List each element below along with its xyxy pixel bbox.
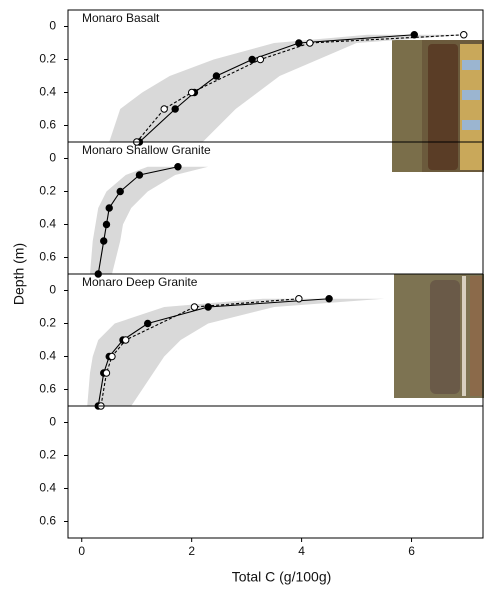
data-point [136,172,142,178]
data-point [103,221,109,227]
panel: 0 0.2 0.4 0.6 0 2 4 6 Total C (g/100g) [39,406,483,585]
photo-deep-granite [394,274,484,398]
y-tick-label: 0.6 [39,382,56,396]
data-point [461,32,467,38]
data-point [188,89,194,95]
data-point [205,304,211,310]
data-point [257,56,263,62]
data-point [191,304,197,310]
data-point [213,73,219,79]
data-point [106,205,112,211]
data-point [103,370,109,376]
y-tick-label: 0.4 [39,217,56,231]
data-point [296,296,302,302]
data-point [145,320,151,326]
y-tick-label: 0.6 [39,514,56,528]
panel-title: Monaro Shallow Granite [82,143,211,157]
chart: 0 0.2 0.4 0.6 Monaro Basalt 0 0.2 0.4 0.6 Depth (… [0,0,484,592]
x-axis-label: Total C (g/100g) [232,569,332,585]
data-point [249,56,255,62]
y-tick-label: 0.4 [39,481,56,495]
data-point [296,40,302,46]
y-tick-label: 0 [49,415,56,429]
data-point [326,296,332,302]
x-tick-label: 0 [78,544,85,558]
y-axis-label: Depth (m) [11,243,27,305]
data-point [109,353,115,359]
data-point [161,106,167,112]
data-point [123,337,129,343]
data-point [175,164,181,170]
data-point [117,188,123,194]
y-tick-label: 0.4 [39,85,56,99]
y-tick-label: 0.4 [39,349,56,363]
panel-title: Monaro Deep Granite [82,275,198,289]
photo-basalt [392,40,484,172]
uncertainty-band [87,299,384,406]
y-tick-label: 0.2 [39,316,56,330]
panel-title: Monaro Basalt [82,11,160,25]
y-tick-label: 0.2 [39,52,56,66]
page: 0 0.2 0.4 0.6 Monaro Basalt 0 0.2 0.4 0.6 Depth (… [0,0,484,592]
x-tick-label: 4 [298,544,305,558]
y-tick-label: 0 [49,19,56,33]
data-point [307,40,313,46]
y-tick-label: 0 [49,283,56,297]
y-tick-label: 0.2 [39,448,56,462]
y-tick-label: 0.6 [39,250,56,264]
x-tick-label: 6 [408,544,415,558]
y-tick-label: 0 [49,151,56,165]
y-tick-label: 0.2 [39,184,56,198]
y-tick-label: 0.6 [39,118,56,132]
data-point [172,106,178,112]
data-point [101,238,107,244]
panel-frame [68,406,483,538]
x-tick-label: 2 [188,544,195,558]
